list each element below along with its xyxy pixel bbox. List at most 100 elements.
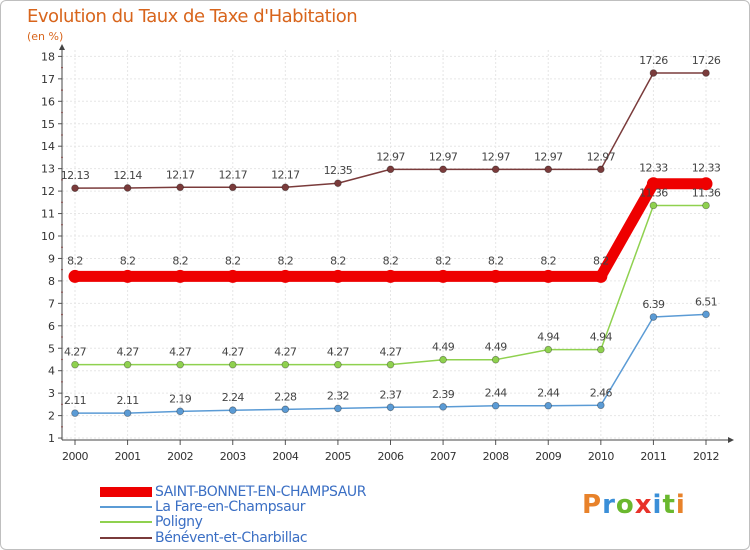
y-tick-label: 8 <box>48 275 55 288</box>
data-point <box>544 345 553 354</box>
data-label: 2.44 <box>485 387 508 400</box>
y-tick-label: 3 <box>48 387 55 400</box>
data-label: 12.17 <box>271 168 300 181</box>
legend-label: Poligny <box>155 514 203 530</box>
data-label: 4.27 <box>117 346 140 359</box>
data-label: 2.28 <box>274 390 297 403</box>
data-label: 4.27 <box>274 346 297 359</box>
y-axis-arrow <box>59 44 65 50</box>
data-label: 4.27 <box>64 346 87 359</box>
data-point <box>439 355 447 364</box>
data-point <box>597 345 605 354</box>
data-point <box>702 310 710 319</box>
data-label: 11.36 <box>692 186 721 199</box>
data-point <box>439 165 447 174</box>
data-point <box>384 269 397 283</box>
data-point <box>439 403 447 411</box>
x-tick-label: 2011 <box>640 450 666 463</box>
y-tick-label: 1 <box>48 432 55 445</box>
data-point <box>123 184 132 192</box>
y-tick-label: 5 <box>48 342 55 355</box>
y-tick-label: 7 <box>48 297 55 310</box>
data-label: 2.11 <box>117 394 139 407</box>
x-tick-label: 2004 <box>272 450 298 463</box>
data-label: 8.2 <box>277 254 293 267</box>
data-point <box>541 269 555 283</box>
data-label: 2.39 <box>432 388 455 401</box>
data-point <box>699 177 713 191</box>
x-tick-label: 2003 <box>220 450 246 463</box>
data-label: 17.26 <box>639 54 668 67</box>
data-point <box>173 269 187 283</box>
legend-label: SAINT-BONNET-EN-CHAMPSAUR <box>155 484 367 500</box>
y-tick-label: 10 <box>41 230 55 243</box>
data-point <box>646 177 660 191</box>
data-point <box>386 165 395 174</box>
data-label: 8.2 <box>330 254 346 267</box>
x-tick-label: 2006 <box>378 450 404 463</box>
x-tick-label: 2000 <box>62 450 88 463</box>
data-point <box>491 401 500 410</box>
x-tick-label: 2001 <box>115 450 141 463</box>
data-point <box>489 269 503 283</box>
data-label: 12.97 <box>587 150 616 163</box>
data-point <box>71 184 79 192</box>
data-label: 11.36 <box>639 186 668 199</box>
data-point <box>597 401 605 410</box>
data-label: 8.2 <box>488 254 504 267</box>
data-label: 12.97 <box>481 150 510 163</box>
data-label: 2.37 <box>379 388 402 401</box>
data-label: 12.97 <box>429 150 458 163</box>
data-label: 8.2 <box>225 254 241 267</box>
legend-label: La Fare-en-Champsaur <box>155 499 306 515</box>
chart-title: Evolution du Taux de Taxe d'Habitation <box>27 6 358 27</box>
data-label: 17.26 <box>692 54 721 67</box>
y-tick-label: 4 <box>48 365 55 378</box>
x-tick-label: 2002 <box>167 450 193 463</box>
legend-swatch <box>100 537 152 539</box>
data-point <box>649 201 658 210</box>
data-label: 8.2 <box>540 254 556 267</box>
y-tick-label: 9 <box>48 252 55 265</box>
data-point <box>68 269 82 283</box>
data-point <box>176 360 184 369</box>
x-tick-label: 2010 <box>588 450 614 463</box>
data-label: 4.49 <box>485 341 508 354</box>
data-label: 4.27 <box>169 346 192 359</box>
data-label: 2.19 <box>169 392 192 405</box>
data-point <box>226 269 240 283</box>
data-point <box>123 360 132 369</box>
proxiti-logo: Proxiti <box>582 490 686 520</box>
data-label: 12.14 <box>113 169 142 182</box>
data-label: 8.2 <box>435 254 451 267</box>
data-label: 2.11 <box>64 394 86 407</box>
data-point <box>228 406 237 415</box>
y-tick-label: 6 <box>48 320 55 333</box>
data-label: 2.46 <box>590 386 613 399</box>
data-label: 8.2 <box>120 254 136 267</box>
data-label: 8.2 <box>67 254 83 267</box>
data-point <box>331 269 345 283</box>
data-label: 12.97 <box>534 150 563 163</box>
legend-swatch <box>100 506 152 508</box>
y-tick-label: 17 <box>41 73 55 86</box>
x-tick-label: 2005 <box>325 450 351 463</box>
data-point <box>702 201 710 210</box>
data-point <box>334 179 342 188</box>
data-label: 6.39 <box>642 298 665 311</box>
data-label: 6.51 <box>695 295 717 308</box>
data-point <box>281 405 290 414</box>
chart-subtitle: (en %) <box>27 30 64 43</box>
data-label: 4.94 <box>537 331 560 344</box>
data-label: 12.17 <box>219 168 248 181</box>
data-point <box>123 409 132 417</box>
data-label: 4.27 <box>222 346 245 359</box>
y-tick-label: 12 <box>41 185 55 198</box>
data-point <box>176 407 184 416</box>
data-label: 8.2 <box>383 254 399 267</box>
data-label: 4.49 <box>432 341 455 354</box>
data-point <box>334 360 342 369</box>
x-axis-arrow <box>728 437 734 443</box>
data-point <box>176 183 184 192</box>
data-point <box>436 269 450 283</box>
